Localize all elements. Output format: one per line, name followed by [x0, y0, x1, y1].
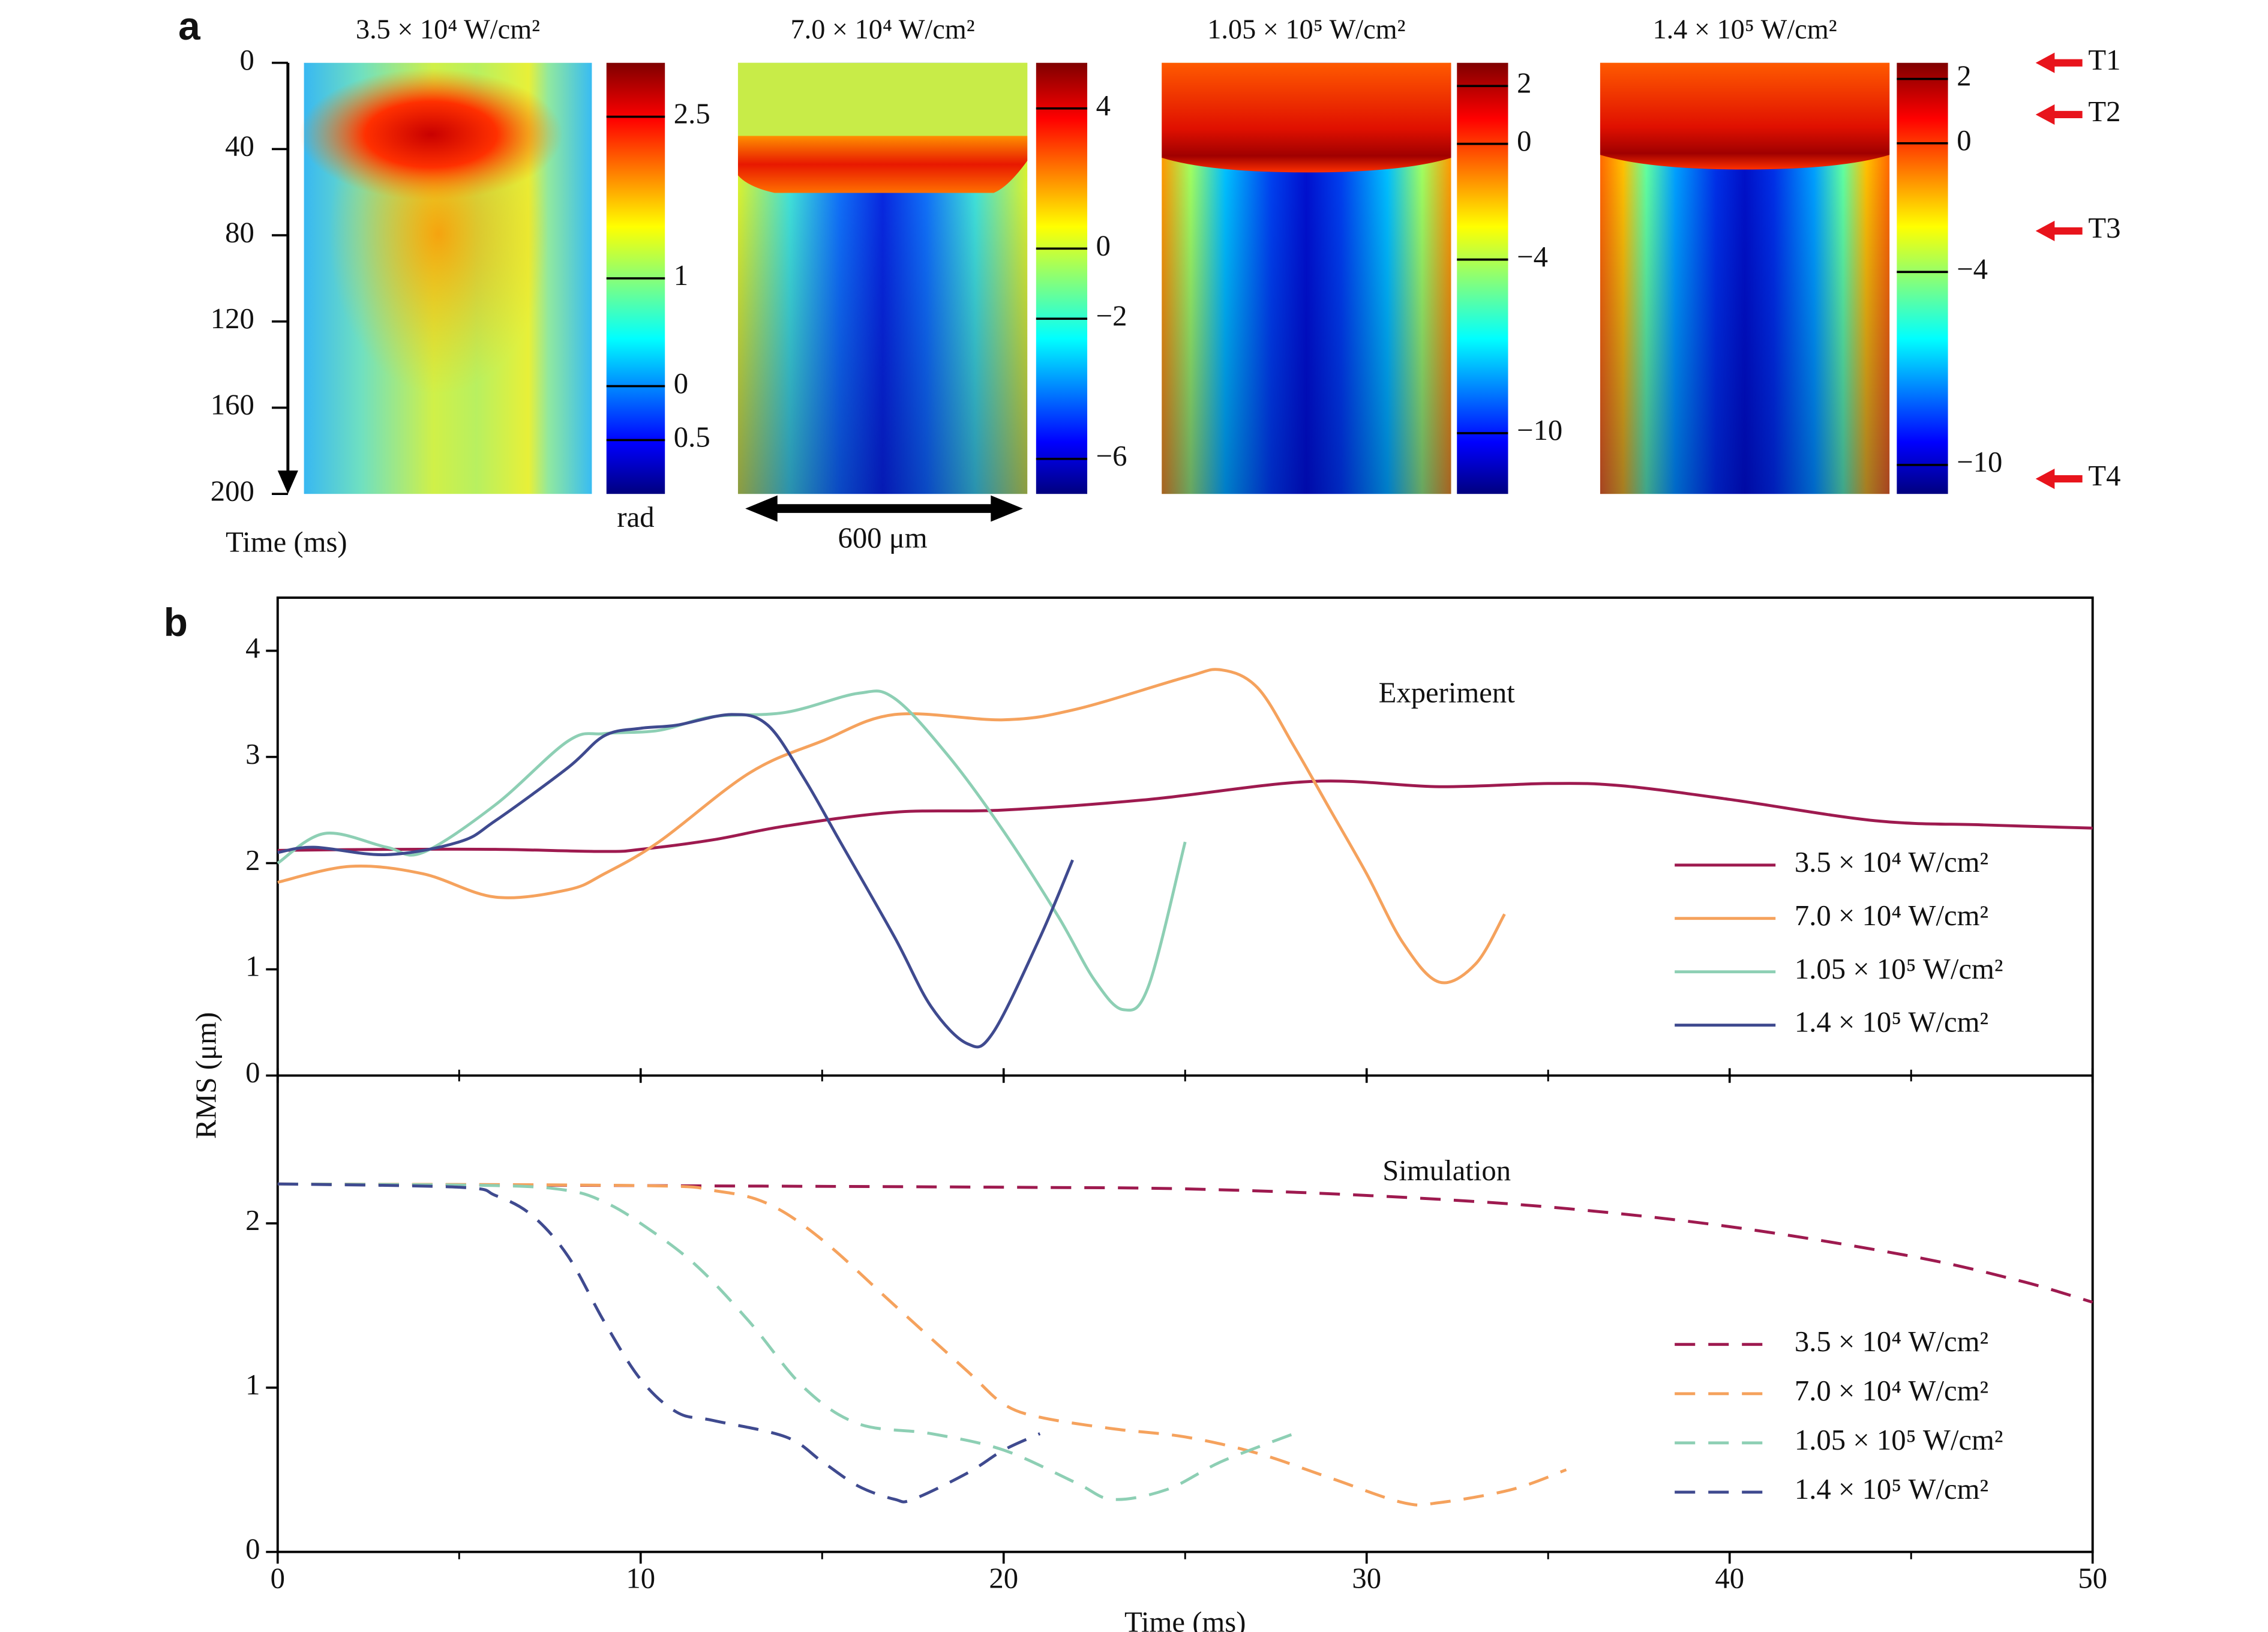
colorbar-tick-label: 4	[1096, 89, 1111, 122]
marker-label: T2	[2088, 95, 2120, 128]
data-line	[277, 779, 2093, 853]
y-tick-label: 0	[245, 1057, 260, 1089]
data-line	[277, 689, 1187, 1012]
marker-label: T1	[2088, 44, 2120, 76]
legend-label: 3.5 × 10⁴ W/cm²	[1795, 1325, 1988, 1358]
colorbar-tick-label: 0	[1517, 125, 1531, 157]
colorbar-tick-label: 2.5	[674, 98, 710, 130]
colorbar-tick-label: 0	[674, 367, 688, 400]
y-axis-label: RMS (μm)	[190, 1012, 222, 1139]
x-tick-label: 50	[2078, 1562, 2107, 1594]
colorbar-label: rad	[617, 501, 654, 533]
data-line	[277, 1182, 1295, 1501]
y-axis-label: Time (ms)	[226, 526, 347, 559]
colorbar	[1897, 62, 1948, 494]
legend-label: 7.0 × 10⁴ W/cm²	[1795, 899, 1988, 932]
annotation: Experiment	[1379, 676, 1516, 709]
data-line	[277, 1182, 1567, 1507]
marker-arrow	[2035, 52, 2083, 73]
marker-label: T4	[2088, 460, 2120, 492]
colorbar-tick-label: −2	[1096, 299, 1127, 332]
legend-label: 1.05 × 10⁵ W/cm²	[1795, 1424, 2003, 1456]
colorbar	[1457, 62, 1508, 494]
colorbar-tick-label: −10	[1957, 446, 2002, 478]
colorbar-tick-label: 2	[1957, 60, 1971, 92]
y-tick-label: 200	[211, 475, 254, 507]
x-axis-label: Time (ms)	[1124, 1606, 1246, 1632]
annotation: Simulation	[1382, 1154, 1511, 1187]
colorbar-tick-label: 1	[674, 259, 688, 292]
x-tick-label: 0	[271, 1562, 285, 1594]
marker-arrow	[2035, 220, 2083, 241]
y-tick-label: 160	[211, 389, 254, 421]
y-tick-label: 2	[245, 844, 260, 877]
x-tick-label: 30	[1352, 1562, 1381, 1594]
data-line	[277, 713, 1074, 1049]
legend-label: 1.4 × 10⁵ W/cm²	[1795, 1006, 1988, 1039]
heatmap-title: 3.5 × 10⁴ W/cm²	[356, 14, 540, 45]
y-tick-label: 1	[245, 1369, 260, 1401]
legend-label: 1.4 × 10⁵ W/cm²	[1795, 1473, 1988, 1505]
legend-label: 1.05 × 10⁵ W/cm²	[1795, 953, 2003, 985]
colorbar-tick-label: 2	[1517, 67, 1531, 99]
heatmap-image	[737, 62, 1028, 494]
data-line	[277, 668, 1506, 985]
colorbar-tick-label: −4	[1957, 253, 1988, 285]
marker-arrow	[2035, 104, 2083, 125]
colorbar	[1036, 62, 1088, 494]
colorbar-tick-label: −4	[1517, 241, 1548, 273]
y-tick-label: 0	[239, 44, 254, 76]
legend-label: 7.0 × 10⁴ W/cm²	[1795, 1375, 1988, 1407]
heatmap-title: 7.0 × 10⁴ W/cm²	[791, 14, 975, 45]
heatmap-image	[1600, 62, 1890, 494]
data-line	[277, 1182, 1041, 1504]
colorbar-tick-label: 0	[1096, 229, 1111, 262]
x-tick-label: 20	[989, 1562, 1018, 1594]
heatmap-image	[1162, 62, 1451, 494]
y-tick-label: 120	[211, 302, 254, 335]
panel-label: b	[164, 600, 188, 644]
time-arrow	[277, 470, 298, 494]
x-tick-label: 10	[626, 1562, 655, 1594]
colorbar-tick-label: −6	[1096, 440, 1127, 472]
y-tick-label: 80	[225, 216, 254, 248]
legend-label: 3.5 × 10⁴ W/cm²	[1795, 846, 1988, 878]
heatmap-image	[299, 62, 592, 494]
y-tick-label: 3	[245, 738, 260, 770]
colorbar-tick-label: −10	[1517, 414, 1562, 446]
y-tick-label: 40	[225, 130, 254, 163]
colorbar-tick-label: 0.5	[674, 421, 710, 454]
x-tick-label: 40	[1715, 1562, 1744, 1594]
data-line	[277, 1182, 2093, 1304]
scale-bar	[745, 495, 1023, 522]
scale-bar-label: 600 μm	[838, 521, 927, 554]
colorbar-tick-label: 0	[1957, 124, 1971, 157]
marker-arrow	[2035, 469, 2083, 490]
y-tick-label: 4	[245, 632, 260, 664]
y-tick-label: 0	[245, 1533, 260, 1565]
y-tick-label: 2	[245, 1204, 260, 1237]
heatmap-title: 1.4 × 10⁵ W/cm²	[1652, 14, 1837, 45]
panel-label: a	[178, 4, 200, 48]
heatmap-title: 1.05 × 10⁵ W/cm²	[1207, 14, 1405, 45]
marker-label: T3	[2088, 212, 2120, 244]
y-tick-label: 1	[245, 950, 260, 983]
